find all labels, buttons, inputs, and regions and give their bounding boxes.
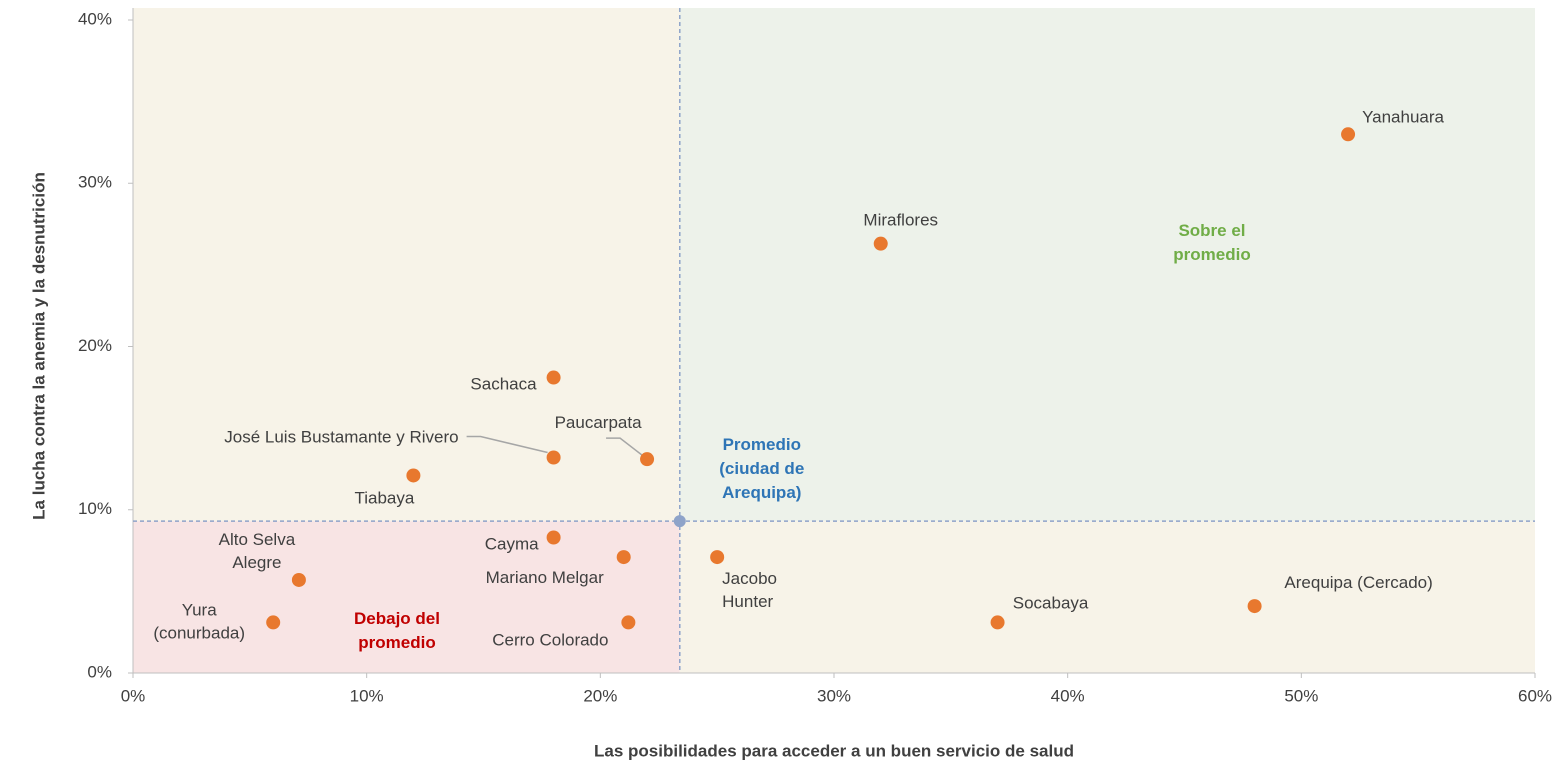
average-label-line: Arequipa) — [722, 483, 801, 502]
y-tick-label: 40% — [78, 9, 112, 28]
y-tick-label: 10% — [78, 499, 112, 518]
below-label-line: promedio — [358, 633, 435, 652]
point-label: Yanahuara — [1362, 108, 1444, 127]
point — [616, 550, 631, 565]
point-label-line: Jacobo — [722, 570, 777, 589]
average-label-line: (ciudad de — [719, 459, 804, 478]
point-label-line: Socabaya — [1013, 594, 1089, 613]
point-label-line: Miraflores — [863, 211, 938, 230]
below-label: Debajo del promedio — [354, 609, 440, 652]
point-label: Paucarpata — [555, 414, 642, 433]
point-label: Cayma — [485, 535, 539, 554]
x-tick-label: 30% — [817, 686, 851, 705]
average-label: Promedio (ciudad de Arequipa) — [719, 435, 804, 502]
point-label: Socabaya — [1013, 594, 1089, 613]
quadrant-top-right — [679, 8, 1535, 522]
point-label: Yura (conurbada) — [153, 601, 245, 643]
point-label-line: Hunter — [722, 593, 773, 612]
x-tick-label: 0% — [121, 686, 146, 705]
point-label-line: Tiabaya — [354, 489, 414, 508]
x-tick-label: 50% — [1284, 686, 1318, 705]
point — [546, 530, 561, 545]
point — [990, 615, 1005, 630]
point-label: Cerro Colorado — [492, 631, 608, 650]
point — [1247, 599, 1262, 614]
above-label-line: promedio — [1173, 245, 1250, 264]
x-tick-label: 20% — [583, 686, 617, 705]
y-axis-label: La lucha contra la anemia y la desnutric… — [29, 172, 48, 520]
y-tick-label: 30% — [78, 173, 112, 192]
point — [1341, 127, 1356, 142]
point — [621, 615, 636, 630]
point-label-line: Yanahuara — [1362, 108, 1444, 127]
point — [546, 370, 561, 385]
point-label-line: Cayma — [485, 535, 539, 554]
point-label: Alto Selva Alegre — [219, 530, 296, 572]
x-axis-label: Las posibilidades para acceder a un buen… — [594, 741, 1074, 760]
point-label: Sachaca — [470, 375, 537, 394]
leader-line — [466, 435, 548, 454]
point-label-line: Mariano Melgar — [486, 569, 604, 588]
point-label-line: Sachaca — [470, 375, 537, 394]
point — [546, 450, 561, 465]
point-label-line: Yura — [182, 601, 218, 620]
x-tick-label: 60% — [1518, 686, 1552, 705]
point-label-line: José Luis Bustamante y Rivero — [224, 428, 458, 447]
point-label-line: Arequipa (Cercado) — [1284, 574, 1432, 593]
x-tick-label: 40% — [1051, 686, 1085, 705]
average-point — [673, 515, 686, 528]
point — [266, 615, 281, 630]
average-label-line: Promedio — [723, 435, 801, 454]
quadrant-top-left — [133, 8, 680, 522]
point — [640, 452, 655, 467]
point-label-line: Alegre — [232, 553, 281, 572]
x-tick-label: 10% — [350, 686, 384, 705]
point-label: José Luis Bustamante y Rivero — [224, 428, 458, 447]
point-label: Arequipa (Cercado) — [1284, 574, 1432, 593]
y-tick-label: 0% — [87, 662, 112, 681]
point-label: Miraflores — [863, 211, 938, 230]
point — [291, 572, 306, 587]
point-label-line: Paucarpata — [555, 414, 642, 433]
quadrant-bottom-left — [133, 521, 680, 673]
point-label-line: (conurbada) — [153, 624, 245, 643]
point-label-line: Cerro Colorado — [492, 631, 608, 650]
point-label: Jacobo Hunter — [722, 570, 777, 612]
point-label-line: Alto Selva — [219, 530, 296, 549]
point — [710, 550, 725, 565]
above-label: Sobre el promedio — [1173, 221, 1250, 264]
below-label-line: Debajo del — [354, 609, 440, 628]
point-label: Tiabaya — [354, 489, 414, 508]
y-tick-label: 20% — [78, 336, 112, 355]
leader-line — [606, 437, 643, 456]
point — [873, 236, 888, 251]
point — [406, 468, 421, 483]
point-label: Mariano Melgar — [486, 569, 604, 588]
quadrant-bottom-right — [679, 521, 1535, 673]
above-label-line: Sobre el — [1178, 221, 1245, 240]
